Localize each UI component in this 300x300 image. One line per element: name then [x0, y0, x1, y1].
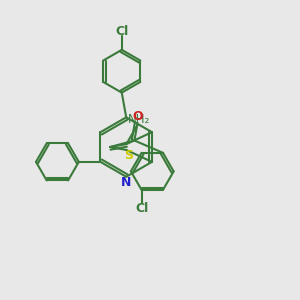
Text: O: O: [132, 110, 143, 124]
Text: NH₂: NH₂: [128, 113, 150, 126]
Text: Cl: Cl: [115, 25, 128, 38]
Text: Cl: Cl: [135, 202, 148, 215]
Text: N: N: [121, 176, 131, 189]
Text: S: S: [124, 149, 133, 162]
